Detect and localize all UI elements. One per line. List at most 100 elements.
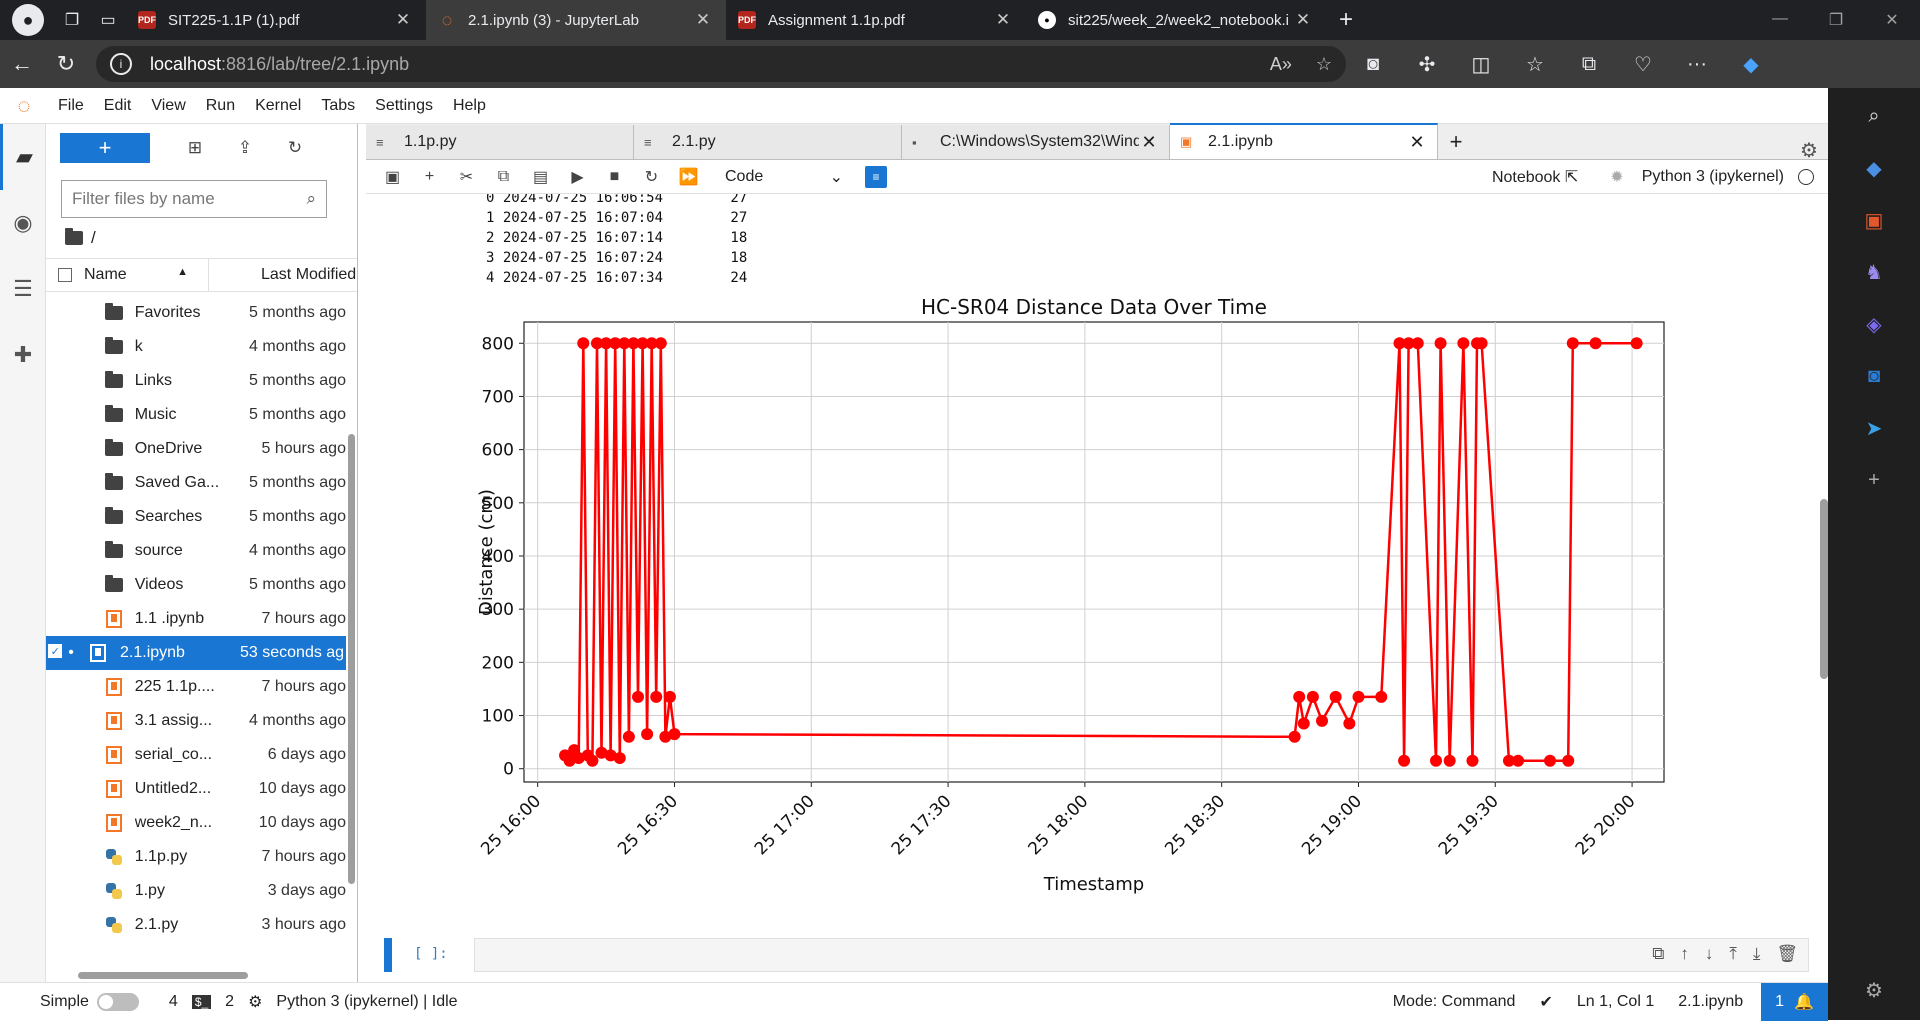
document-tab[interactable]: ≡ 1.1p.py xyxy=(366,125,634,159)
cursor-position[interactable]: Ln 1, Col 1 xyxy=(1576,992,1655,1010)
close-tab-icon[interactable]: ✕ xyxy=(695,10,711,29)
stop-icon[interactable]: ■ xyxy=(609,167,620,185)
read-aloud-icon[interactable]: A» xyxy=(1269,53,1292,74)
file-list-scrollbar[interactable] xyxy=(346,334,356,974)
cut-icon[interactable]: ✂ xyxy=(459,168,474,186)
new-folder-icon[interactable]: ⊞ xyxy=(187,138,203,157)
insert-below-icon[interactable]: ⤓ xyxy=(1752,944,1761,963)
empty-code-cell[interactable]: [ ]: ⧉ ↑ ↓ ⤒ ⤓ 🗑 xyxy=(384,938,1809,974)
kernel-gear-icon[interactable]: ⚙ xyxy=(248,993,263,1011)
search-icon[interactable]: ⌕ xyxy=(1868,104,1880,127)
document-tab[interactable]: ▣ 2.1.ipynb ✕ xyxy=(1170,123,1438,159)
kernel-name[interactable]: Python 3 (ipykernel) xyxy=(1641,167,1784,185)
file-filter-input[interactable]: Filter files by name ⌕ xyxy=(61,180,327,218)
tab-actions-icon[interactable]: ▭ xyxy=(100,12,116,29)
file-row[interactable]: Links 5 months ago xyxy=(46,364,346,398)
menu-settings[interactable]: Settings xyxy=(375,96,433,114)
address-bar[interactable]: i localhost:8816/lab/tree/2.1.ipynb A» ☆ xyxy=(96,46,1346,82)
collections-icon[interactable]: ⧉ xyxy=(1581,52,1597,75)
close-window-icon[interactable]: ✕ xyxy=(1885,12,1899,29)
menu-help[interactable]: Help xyxy=(452,96,486,114)
file-row[interactable]: 2.1.py 3 hours ago xyxy=(46,908,346,942)
close-tab-icon[interactable]: ✕ xyxy=(1295,10,1311,29)
simple-mode-toggle[interactable] xyxy=(96,992,139,1011)
close-tab-icon[interactable]: ✕ xyxy=(1141,131,1157,152)
file-list-hscrollbar[interactable] xyxy=(56,970,346,980)
browser-tab[interactable]: PDF SIT225-1.1P (1).pdf ✕ xyxy=(126,0,426,40)
menu-file[interactable]: File xyxy=(58,96,84,114)
file-row[interactable]: Videos 5 months ago xyxy=(46,568,346,602)
breadcrumb-root[interactable]: / xyxy=(91,228,96,247)
file-row[interactable]: OneDrive 5 hours ago xyxy=(46,432,346,466)
file-row[interactable]: source 4 months ago xyxy=(46,534,346,568)
file-row[interactable]: 3.1 assig... 4 months ago xyxy=(46,704,346,738)
duplicate-cell-icon[interactable]: ⧉ xyxy=(1652,944,1665,963)
file-row[interactable]: 1.py 3 days ago xyxy=(46,874,346,908)
close-tab-icon[interactable]: ✕ xyxy=(1409,131,1425,152)
games-icon[interactable]: ♞ xyxy=(1865,261,1883,284)
restart-icon[interactable]: ↻ xyxy=(644,168,659,186)
menu-tabs[interactable]: Tabs xyxy=(321,96,356,114)
notebook-scrollbar[interactable] xyxy=(1818,194,1828,982)
document-tab[interactable]: ≡ 2.1.py xyxy=(634,125,902,159)
restore-icon[interactable]: ❐ xyxy=(1828,12,1844,29)
screenshot-icon[interactable]: ◙ xyxy=(1366,52,1380,75)
notebook-content[interactable]: 0 2024-07-25 16:06:54 27 1 2024-07-25 16:… xyxy=(366,194,1828,982)
send-icon[interactable]: ➤ xyxy=(1865,417,1883,440)
paste-icon[interactable]: ▤ xyxy=(532,168,549,186)
file-row[interactable]: Favorites 5 months ago xyxy=(46,296,346,330)
menu-edit[interactable]: Edit xyxy=(103,96,132,114)
file-row[interactable]: serial_co... 6 days ago xyxy=(46,738,346,772)
refresh-icon[interactable]: ↻ xyxy=(56,51,76,76)
cell-input[interactable]: ⧉ ↑ ↓ ⤒ ⤓ 🗑 xyxy=(474,938,1809,972)
menu-kernel[interactable]: Kernel xyxy=(255,96,302,114)
refresh-files-icon[interactable]: ↻ xyxy=(287,138,303,157)
cell-type-select[interactable]: Code ⌄ xyxy=(725,167,843,186)
close-tab-icon[interactable]: ✕ xyxy=(395,10,411,29)
menu-view[interactable]: View xyxy=(151,96,186,114)
add-sidebar-icon[interactable]: + xyxy=(1868,468,1880,491)
insert-cell-icon[interactable]: + xyxy=(424,167,435,185)
extensions-icon[interactable]: ✣ xyxy=(1418,53,1436,76)
terminal-icon[interactable]: $_ xyxy=(191,994,212,1009)
property-inspector-sidebar-icon[interactable]: ⚙ xyxy=(1800,140,1818,162)
running-kernels-icon[interactable]: ◉ xyxy=(13,210,33,235)
favorites-icon[interactable]: ☆ xyxy=(1526,53,1544,76)
table-of-contents-icon[interactable]: ☰ xyxy=(13,276,33,301)
terminals-count[interactable]: 4 xyxy=(168,992,178,1010)
restart-run-all-icon[interactable]: ⏩ xyxy=(678,168,699,186)
extensions-puzzle-icon[interactable]: ✚ xyxy=(13,342,33,367)
menu-run[interactable]: Run xyxy=(205,96,236,114)
microsoft-365-icon[interactable]: ◈ xyxy=(1866,313,1882,336)
run-icon[interactable]: ▶ xyxy=(571,168,584,186)
outlook-icon[interactable]: ◙ xyxy=(1867,364,1881,387)
favorite-star-icon[interactable]: ☆ xyxy=(1315,53,1332,74)
document-tab[interactable]: ▪ C:\Windows\System32\Wind ✕ xyxy=(902,125,1170,159)
browser-tab[interactable]: ● sit225/week_2/week2_notebook.i ✕ xyxy=(1026,0,1326,40)
browser-essentials-icon[interactable]: ♡ xyxy=(1634,53,1652,76)
minimize-icon[interactable]: — xyxy=(1772,10,1788,27)
file-row[interactable]: k 4 months ago xyxy=(46,330,346,364)
file-row[interactable]: 1.1 .ipynb 7 hours ago xyxy=(46,602,346,636)
select-all-checkbox[interactable] xyxy=(58,268,72,282)
close-tab-icon[interactable]: ✕ xyxy=(995,10,1011,29)
kernels-count[interactable]: 2 xyxy=(225,992,235,1010)
copilot-icon[interactable]: ◆ xyxy=(1743,53,1759,76)
browser-tab[interactable]: PDF Assignment 1.1p.pdf ✕ xyxy=(726,0,1026,40)
insert-above-icon[interactable]: ⤒ xyxy=(1729,944,1737,963)
browser-tab[interactable]: ◌ 2.1.ipynb (3) - JupyterLab ✕ xyxy=(426,0,726,40)
file-row[interactable]: ✓ • 2.1.ipynb 53 seconds ago xyxy=(46,636,346,670)
new-tab-button[interactable]: + xyxy=(1338,6,1353,33)
modified-column-header[interactable]: Last Modified xyxy=(208,258,356,292)
property-inspector-icon[interactable]: ≡ xyxy=(865,165,887,188)
shopping-icon[interactable]: ◆ xyxy=(1866,157,1882,180)
sidebar-settings-icon[interactable]: ⚙ xyxy=(1865,979,1883,1002)
move-down-icon[interactable]: ↓ xyxy=(1704,944,1714,963)
notifications-button[interactable]: 1 🔔 xyxy=(1761,982,1828,1021)
profile-icon[interactable]: ● xyxy=(12,4,44,36)
debugger-icon[interactable]: ✹ xyxy=(1610,168,1624,186)
new-launcher-button[interactable]: + xyxy=(60,133,150,163)
file-browser-icon[interactable]: ▰ xyxy=(0,124,46,190)
add-tab-button[interactable]: + xyxy=(1449,129,1463,154)
save-icon[interactable]: ▣ xyxy=(384,168,401,186)
